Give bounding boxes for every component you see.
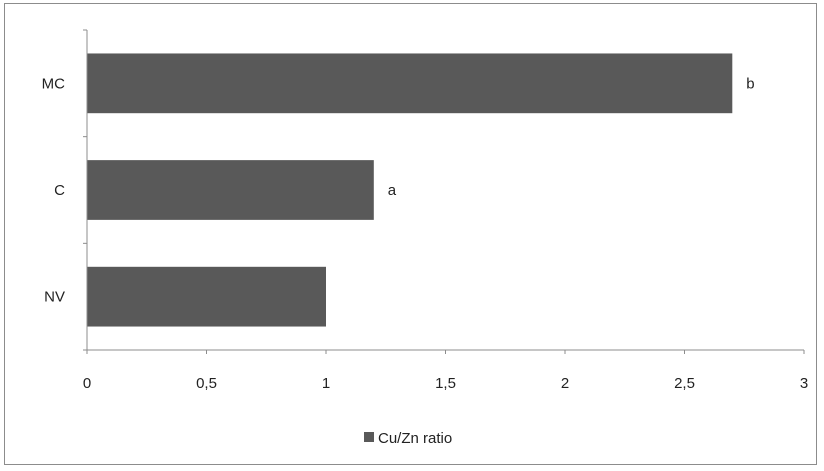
x-tick-label: 0,5 (196, 375, 217, 392)
legend: Cu/Zn ratio (364, 430, 452, 447)
axes-layer (83, 29, 805, 354)
bar-c (87, 160, 374, 220)
bar-mc (87, 53, 733, 114)
bars-layer (87, 53, 733, 327)
x-tick-label: 3 (800, 375, 808, 392)
data-label-c: a (388, 182, 397, 199)
bar-nv (87, 266, 326, 327)
x-tick-label: 2 (561, 375, 569, 392)
labels-layer: NV C a MC b 0 0,5 1 1,5 2 2,5 3 (42, 75, 809, 392)
x-tick-label: 1,5 (435, 375, 456, 392)
category-label-mc: MC (42, 75, 65, 92)
legend-label: Cu/Zn ratio (378, 430, 452, 447)
x-tick-label: 0 (83, 375, 91, 392)
x-tick-label: 2,5 (674, 375, 695, 392)
data-label-mc: b (746, 75, 754, 92)
legend-swatch (364, 432, 374, 442)
x-tick-label: 1 (322, 375, 330, 392)
category-label-c: C (54, 182, 65, 199)
category-label-nv: NV (44, 289, 65, 306)
